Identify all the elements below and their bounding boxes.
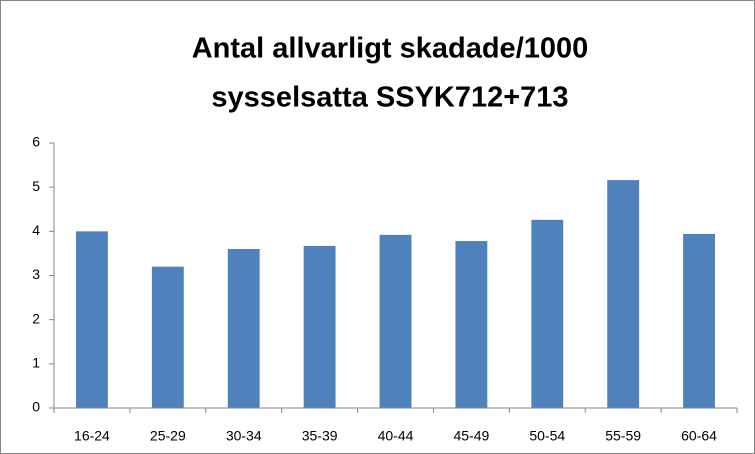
bar xyxy=(303,245,336,408)
bar xyxy=(379,234,412,408)
chart-title: Antal allvarligt skadade/1000 xyxy=(192,33,589,65)
x-tick-label: 55-59 xyxy=(605,428,641,444)
y-tick-label: 3 xyxy=(32,266,40,282)
bar xyxy=(531,219,564,408)
y-tick-label: 0 xyxy=(32,399,40,415)
bar xyxy=(455,241,488,408)
x-tick-label: 16-24 xyxy=(74,428,110,444)
x-tick-label: 40-44 xyxy=(378,428,414,444)
y-tick-label: 4 xyxy=(32,222,40,238)
x-tick-label: 30-34 xyxy=(226,428,262,444)
x-tick-label: 50-54 xyxy=(529,428,565,444)
bar xyxy=(607,180,640,408)
x-tick-label: 60-64 xyxy=(681,428,717,444)
x-tick-label: 45-49 xyxy=(453,428,489,444)
bar xyxy=(76,231,108,408)
y-tick-label: 6 xyxy=(32,134,40,150)
x-tick-label: 25-29 xyxy=(150,428,186,444)
bar xyxy=(151,266,184,408)
y-tick-label: 5 xyxy=(32,178,40,194)
y-tick-label: 2 xyxy=(32,310,40,326)
bar xyxy=(683,233,715,408)
chart-title: sysselsatta SSYK712+713 xyxy=(211,82,568,114)
y-tick-label: 1 xyxy=(32,355,40,371)
bar xyxy=(227,249,260,408)
x-tick-label: 35-39 xyxy=(302,428,338,444)
